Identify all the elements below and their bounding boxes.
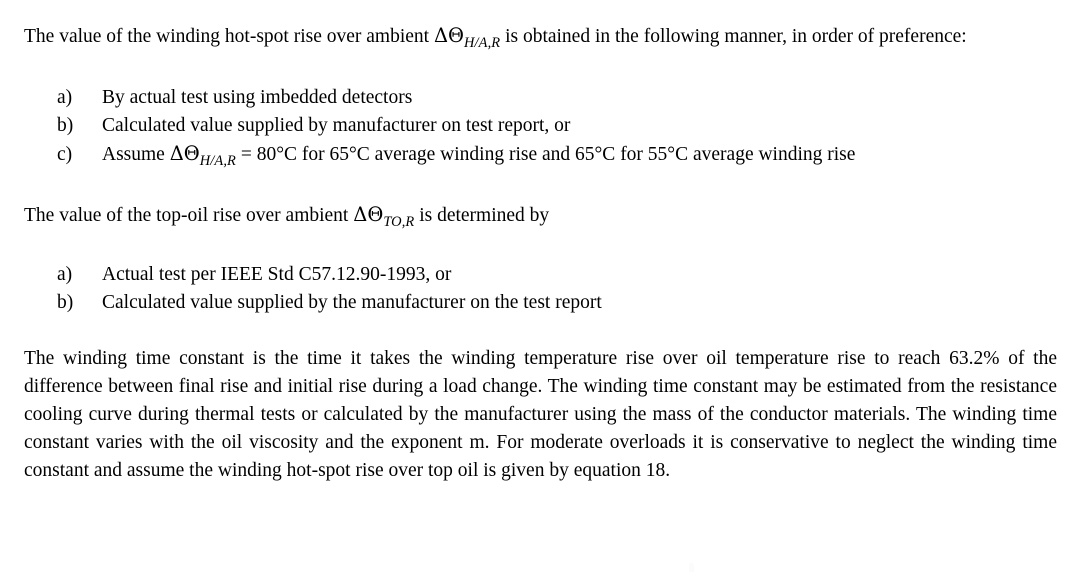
delta-theta-symbol-ha-r-equation: ΔΘH/A,R: [169, 141, 236, 169]
paragraph-top-oil-rise-intro: The value of the top-oil rise over ambie…: [24, 201, 1057, 236]
delta-theta-symbol-to-r: ΔΘTO,R: [353, 202, 415, 230]
list-item: c) Assume ΔΘH/A,R = 80°C for 65°C averag…: [24, 140, 1056, 175]
delta-theta-symbol-ha-r: ΔΘH/A,R: [433, 24, 500, 51]
list2-marker-b: b): [57, 292, 74, 314]
spacer-before-paragraph-3: [24, 317, 1056, 345]
list-item: b) Calculated value supplied by the manu…: [24, 289, 1056, 317]
list-marker-b: b): [57, 114, 74, 136]
paragraph2-after-symbol: is determined by: [414, 204, 550, 226]
list2-text-a: Actual test per IEEE Std C57.12.90-1993,…: [102, 264, 452, 286]
paragraph-winding-time-constant: The winding time constant is the time it…: [24, 348, 1057, 482]
list-text-b: Calculated value supplied by manufacture…: [102, 114, 571, 136]
paragraph1-after-symbol: is obtained in the following manner, in …: [500, 26, 967, 47]
subscript-ha-r: H/A,R: [199, 152, 236, 169]
delta-theta-glyph: ΔΘ: [353, 202, 384, 226]
list-item: b) Calculated value supplied by manufact…: [24, 112, 1056, 140]
list-c-prefix: Assume: [102, 143, 170, 165]
subscript-to-r: TO,R: [383, 213, 415, 230]
subscript-ha-r: H/A,R: [464, 34, 501, 51]
list-item: a) Actual test per IEEE Std C57.12.90-19…: [24, 261, 1056, 289]
delta-theta-glyph: ΔΘ: [433, 24, 465, 47]
spacer-before-list-2: [24, 235, 1056, 261]
list2-marker-a: a): [57, 264, 73, 286]
ordered-list-top-oil-methods: a) Actual test per IEEE Std C57.12.90-19…: [24, 261, 1056, 317]
list-marker-a: a): [57, 86, 73, 108]
scan-artifact: [689, 563, 694, 572]
list-text-c: Assume ΔΘH/A,R = 80°C for 65°C average w…: [102, 140, 1056, 175]
ordered-list-hot-spot-methods: a) By actual test using imbedded detecto…: [24, 84, 1056, 175]
list-text-a: By actual test using imbedded detectors: [102, 86, 413, 108]
spacer-before-list-1: [24, 57, 1056, 84]
list-item: a) By actual test using imbedded detecto…: [24, 84, 1056, 112]
paragraph2-before-symbol: The value of the top-oil rise over ambie…: [24, 204, 354, 226]
list-c-suffix: = 80°C for 65°C average winding rise and…: [235, 143, 856, 165]
list-marker-c: c): [57, 143, 73, 165]
paragraph1-before-symbol: The value of the winding hot-spot rise o…: [24, 26, 434, 47]
spacer-before-paragraph-2: [24, 175, 1056, 201]
list2-text-b: Calculated value supplied by the manufac…: [102, 292, 602, 314]
delta-theta-glyph: ΔΘ: [169, 141, 200, 165]
paragraph-hot-spot-rise-intro: The value of the winding hot-spot rise o…: [24, 22, 1057, 57]
